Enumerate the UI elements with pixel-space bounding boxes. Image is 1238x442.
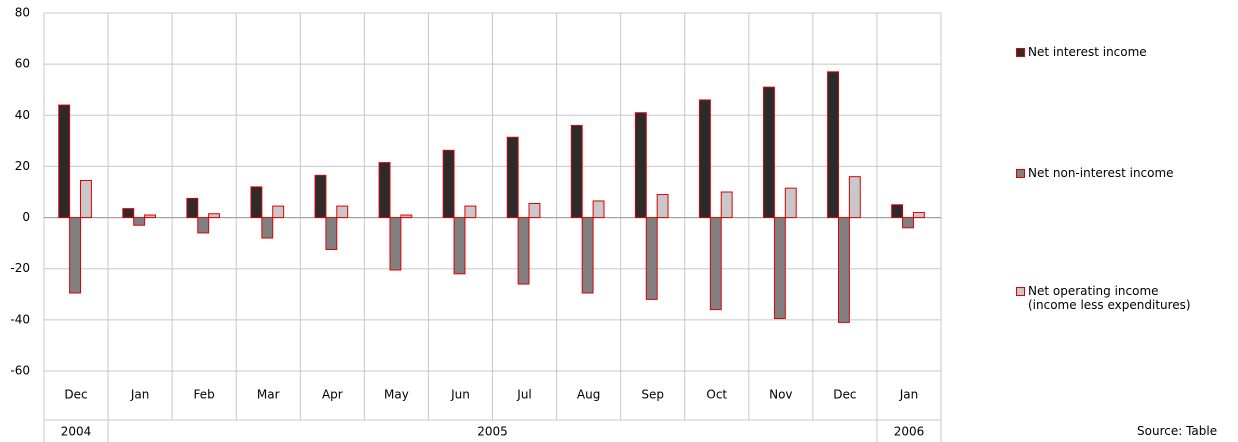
bar bbox=[891, 204, 904, 219]
bar bbox=[912, 211, 925, 219]
bar bbox=[325, 217, 338, 251]
bar bbox=[197, 217, 210, 234]
legend-swatch bbox=[1016, 48, 1025, 57]
bar bbox=[848, 176, 861, 219]
bar bbox=[720, 191, 733, 219]
x-tick-label: Dec bbox=[64, 388, 87, 402]
bar bbox=[773, 217, 786, 320]
bar bbox=[784, 187, 797, 219]
legend-swatch bbox=[1016, 287, 1025, 296]
x-tick-label: Feb bbox=[194, 388, 215, 402]
bar bbox=[133, 217, 146, 226]
bar bbox=[698, 99, 711, 219]
legend-label: Net non-interest income bbox=[1028, 166, 1174, 180]
bar bbox=[570, 125, 583, 219]
y-tick-label: 60 bbox=[15, 57, 30, 71]
bar bbox=[400, 214, 413, 219]
x-tick-label: May bbox=[384, 388, 409, 402]
bar bbox=[506, 136, 519, 219]
bar bbox=[442, 149, 455, 219]
bar bbox=[250, 186, 263, 219]
bar bbox=[464, 205, 477, 219]
x-tick-label: Aug bbox=[577, 388, 600, 402]
x-tick-label: Jan bbox=[130, 388, 150, 402]
bar bbox=[656, 194, 669, 219]
legend-entry: Net operating income (income less expend… bbox=[1016, 284, 1191, 312]
bar bbox=[592, 200, 605, 219]
legend-entry: Net interest income bbox=[1016, 45, 1147, 59]
y-tick-label: 40 bbox=[15, 108, 30, 122]
bar bbox=[453, 217, 466, 275]
y-tick-label: -20 bbox=[10, 261, 30, 275]
bar bbox=[69, 217, 82, 294]
x-tick-label: Oct bbox=[706, 388, 727, 402]
bar bbox=[272, 205, 285, 219]
y-tick-label: 80 bbox=[15, 6, 30, 20]
legend-label: Net operating income (income less expend… bbox=[1028, 284, 1191, 312]
source-note: Source: Table bbox=[1137, 424, 1218, 438]
year-label: 2004 bbox=[61, 425, 92, 439]
year-label: 2006 bbox=[894, 425, 925, 439]
bar bbox=[261, 217, 274, 239]
bar bbox=[763, 86, 775, 219]
legend-entry: Net non-interest income bbox=[1016, 166, 1174, 180]
bar bbox=[837, 217, 850, 323]
bar bbox=[634, 112, 647, 219]
y-tick-label: -40 bbox=[10, 312, 30, 326]
x-tick-label: Mar bbox=[257, 388, 280, 402]
bar bbox=[581, 217, 594, 294]
bar bbox=[517, 217, 530, 285]
x-tick-label: Apr bbox=[322, 388, 343, 402]
x-tick-label: Jun bbox=[450, 388, 470, 402]
bar bbox=[144, 214, 156, 219]
bar bbox=[528, 203, 541, 219]
legend-swatch bbox=[1016, 169, 1025, 178]
bar bbox=[208, 213, 221, 219]
bar bbox=[709, 217, 722, 311]
bar bbox=[58, 104, 71, 219]
bar bbox=[186, 197, 199, 219]
bar bbox=[827, 71, 839, 219]
bar bbox=[122, 208, 135, 219]
x-tick-label: Dec bbox=[833, 388, 856, 402]
bar bbox=[902, 217, 914, 229]
year-label: 2005 bbox=[477, 425, 508, 439]
x-tick-label: Nov bbox=[769, 388, 792, 402]
bar bbox=[314, 174, 327, 219]
y-tick-label: -60 bbox=[10, 364, 30, 378]
bar bbox=[378, 162, 391, 219]
bar bbox=[80, 179, 92, 219]
y-tick-label: 0 bbox=[22, 210, 30, 224]
bar bbox=[645, 217, 658, 300]
x-tick-label: Jan bbox=[899, 388, 919, 402]
bar bbox=[336, 205, 349, 219]
bar bbox=[389, 217, 402, 271]
y-tick-label: 20 bbox=[15, 159, 30, 173]
legend-label: Net interest income bbox=[1028, 45, 1147, 59]
x-tick-label: Jul bbox=[516, 388, 531, 402]
x-tick-label: Sep bbox=[641, 388, 664, 402]
